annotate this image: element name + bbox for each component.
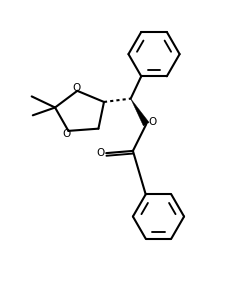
Text: O: O bbox=[62, 129, 70, 139]
Text: O: O bbox=[96, 148, 104, 158]
Polygon shape bbox=[130, 99, 148, 126]
Text: O: O bbox=[148, 117, 156, 128]
Text: O: O bbox=[72, 83, 80, 93]
